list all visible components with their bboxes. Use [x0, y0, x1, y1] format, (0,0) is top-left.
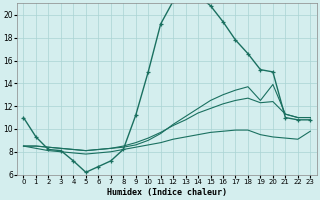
- X-axis label: Humidex (Indice chaleur): Humidex (Indice chaleur): [107, 188, 227, 197]
